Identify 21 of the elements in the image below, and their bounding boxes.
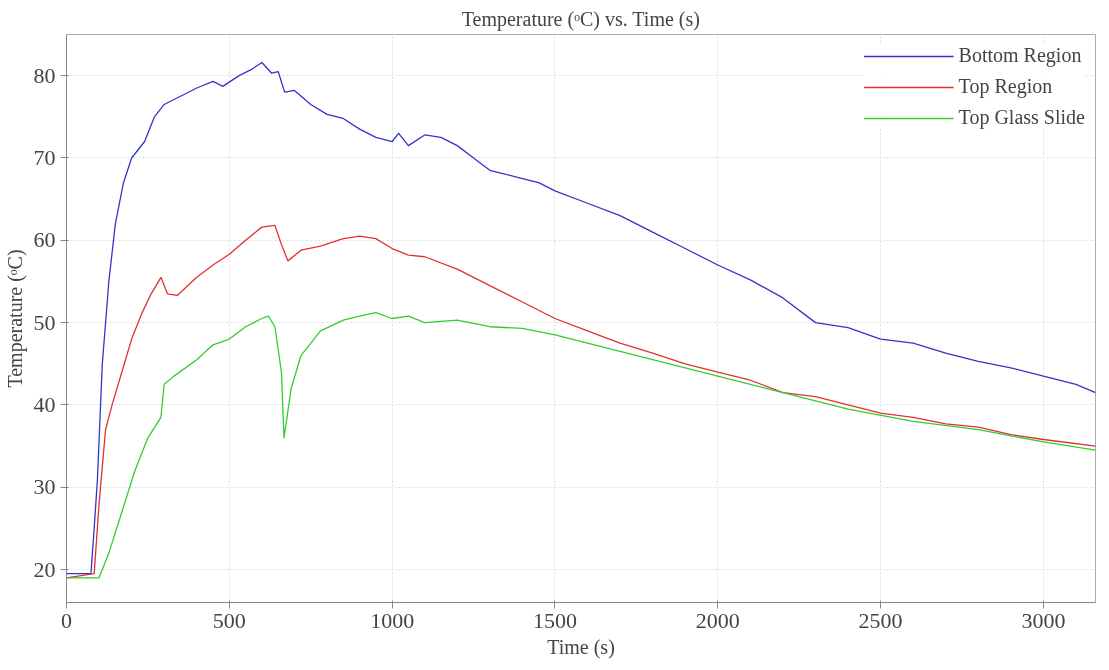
y-tick-label: 70: [33, 144, 56, 170]
x-tick-label: 1000: [370, 607, 415, 633]
x-tick-label: 2000: [695, 607, 740, 633]
x-axis-title: Time (s): [547, 635, 615, 659]
y-tick-label: 50: [33, 309, 56, 335]
y-axis-title: Temperature (ᵒC): [3, 249, 27, 388]
chart-title: Temperature (ᵒC) vs. Time (s): [461, 7, 700, 31]
y-tick-label: 80: [33, 62, 56, 88]
y-tick-label: 60: [33, 227, 56, 253]
y-tick-label: 40: [33, 391, 56, 417]
x-tick-label: 2500: [858, 607, 903, 633]
line-series: [66, 312, 1096, 579]
x-tick-label: 0: [61, 607, 72, 633]
x-tick-label: 500: [212, 607, 246, 633]
y-tick-label: 30: [33, 474, 56, 500]
y-tick-label: 20: [33, 556, 56, 582]
legend-label: Bottom Region: [958, 44, 1082, 67]
x-tick-label: 3000: [1021, 607, 1066, 633]
legend-label: Top Glass Slide: [958, 106, 1085, 129]
legend-label: Top Region: [958, 75, 1053, 98]
x-tick-label: 1500: [532, 607, 577, 633]
